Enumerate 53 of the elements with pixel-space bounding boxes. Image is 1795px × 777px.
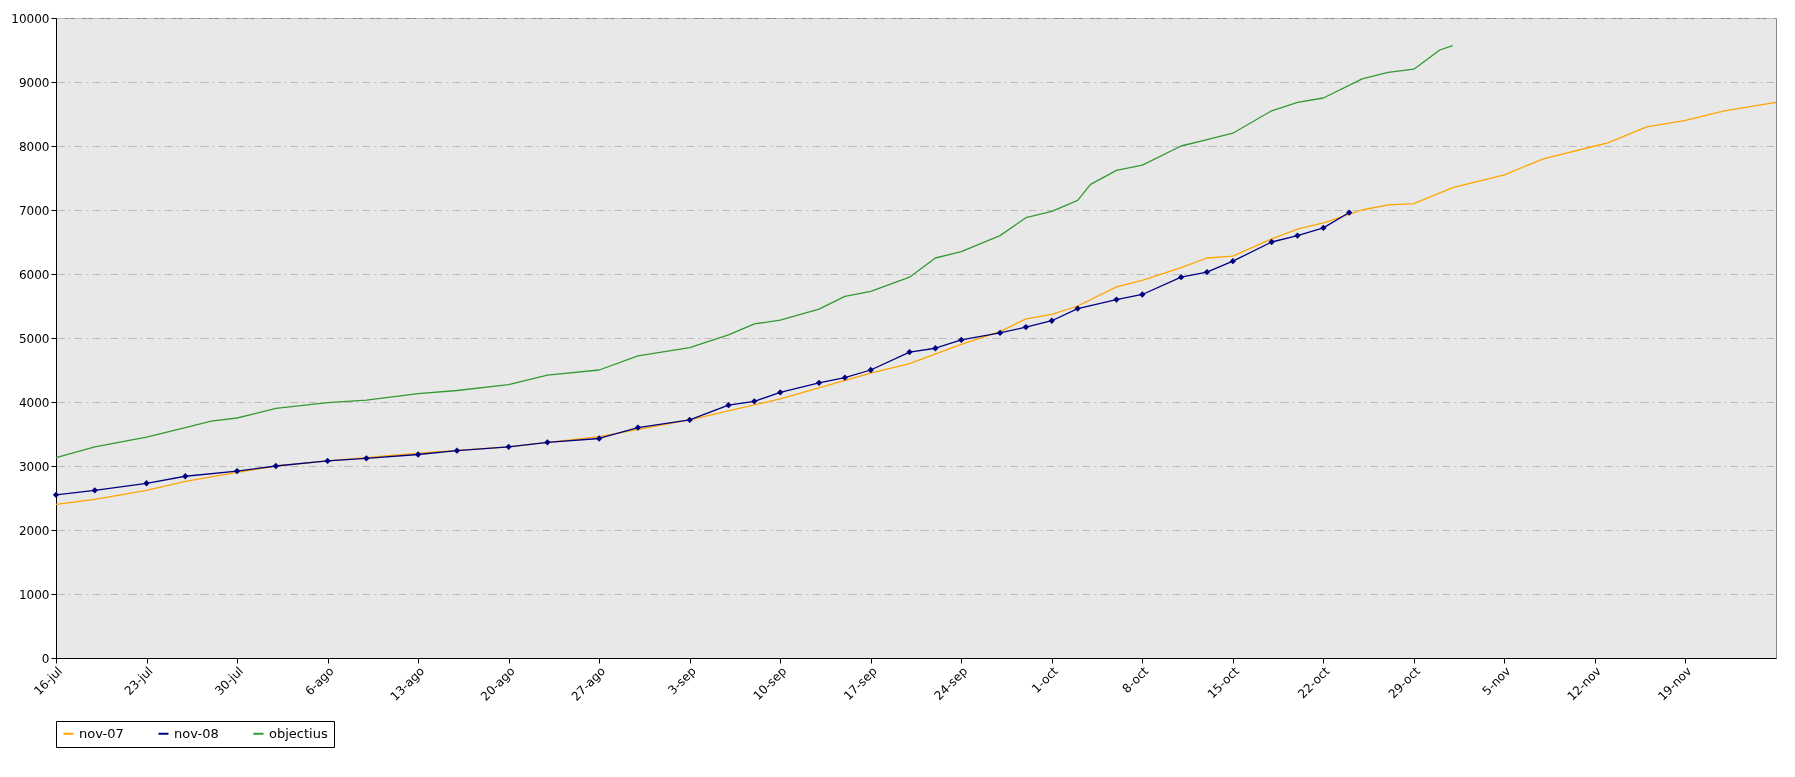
point [1294, 232, 1301, 239]
point [1048, 317, 1055, 324]
y-tick-label: 4000 [18, 395, 50, 410]
point [867, 366, 874, 374]
point [544, 439, 551, 446]
point [906, 348, 913, 356]
point [1177, 274, 1185, 281]
point [1113, 296, 1120, 303]
point [363, 455, 370, 462]
y-tick-label: 7000 [18, 203, 50, 218]
point [1203, 268, 1211, 276]
point [52, 491, 60, 498]
point [815, 379, 823, 386]
y-tick-label: 8000 [18, 139, 50, 154]
legend-label: nov-08 [174, 725, 219, 741]
point [1346, 209, 1353, 216]
point [996, 329, 1004, 337]
point [324, 457, 331, 465]
legend-label: nov-07 [79, 725, 124, 741]
point [725, 402, 732, 409]
point [1022, 323, 1030, 331]
point [233, 467, 241, 475]
point [841, 374, 849, 381]
y-tick-label: 6000 [18, 267, 50, 282]
line-series [55, 101, 1777, 506]
point [686, 416, 693, 424]
point [272, 462, 280, 470]
point [932, 345, 939, 352]
y-tick-label: 5000 [18, 331, 50, 346]
point [751, 398, 758, 405]
y-tick-label: 1000 [18, 587, 50, 602]
y-tick-label: 10000 [11, 11, 50, 26]
y-tick-label: 3000 [18, 459, 50, 474]
line-series [55, 44, 1454, 459]
point [958, 336, 965, 344]
point [1229, 258, 1236, 265]
point [453, 447, 461, 454]
legend-label: objectius [269, 725, 328, 741]
point [505, 443, 512, 450]
y-tick-label: 9000 [18, 75, 50, 90]
point [596, 435, 603, 442]
y-tick-label: 0 [41, 651, 50, 666]
point [182, 473, 189, 480]
point [777, 389, 784, 396]
y-tick-label: 2000 [18, 523, 50, 538]
point [1074, 305, 1081, 312]
point [414, 451, 422, 458]
point [634, 424, 642, 431]
point [143, 480, 150, 487]
point [91, 487, 98, 494]
point [1268, 238, 1275, 246]
point [1320, 224, 1327, 232]
point [1139, 291, 1146, 298]
